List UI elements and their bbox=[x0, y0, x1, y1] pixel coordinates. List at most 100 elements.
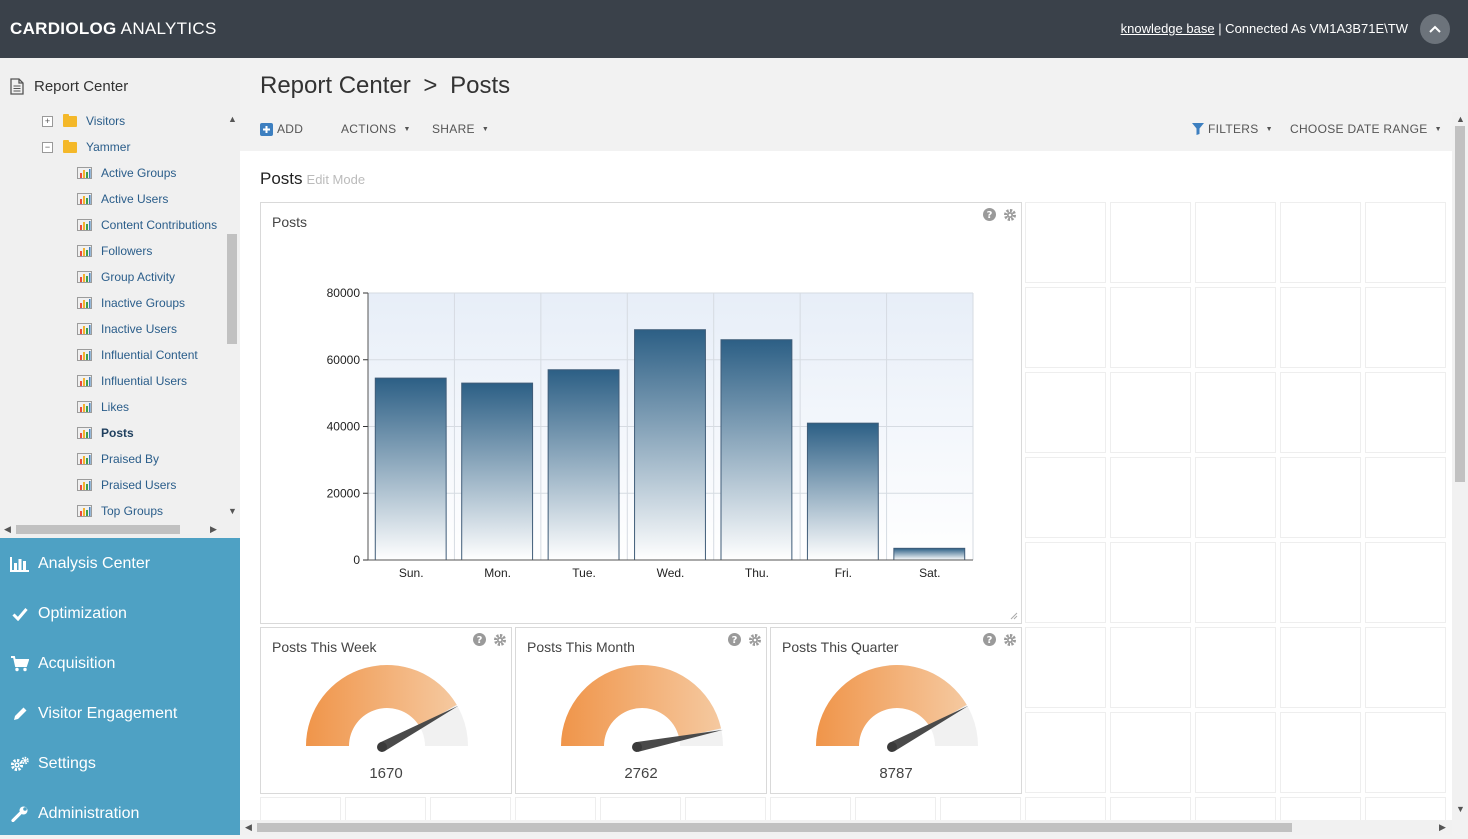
gauge-widget-title: Posts This Week bbox=[272, 639, 377, 655]
share-dropdown[interactable]: SHARE ▼ bbox=[432, 122, 489, 136]
tree-report-label: Active Users bbox=[101, 192, 169, 206]
plus-square-icon bbox=[260, 122, 273, 136]
tree-report-praised-by[interactable]: Praised By bbox=[77, 446, 159, 472]
gauge-dial bbox=[561, 665, 724, 752]
gauge-dial bbox=[306, 665, 468, 752]
edit-mode-label[interactable]: Edit Mode bbox=[306, 172, 366, 187]
scroll-left-arrow-icon[interactable]: ◀ bbox=[245, 822, 252, 832]
bar-thu[interactable] bbox=[720, 339, 793, 561]
nav-visitor-engagement[interactable]: Visitor Engagement bbox=[0, 689, 240, 739]
empty-grid-cell bbox=[600, 797, 681, 820]
tree-scroll-thumb[interactable] bbox=[227, 234, 237, 344]
nav-acquisition[interactable]: Acquisition bbox=[0, 639, 240, 689]
knowledge-base-link[interactable]: knowledge base bbox=[1120, 21, 1215, 36]
tree-report-followers[interactable]: Followers bbox=[77, 238, 152, 264]
breadcrumb-report-center[interactable]: Report Center bbox=[260, 72, 411, 99]
tree-report-likes[interactable]: Likes bbox=[77, 394, 129, 420]
nav-analysis-center[interactable]: Analysis Center bbox=[0, 539, 240, 589]
tree-report-content-contributions[interactable]: Content Contributions bbox=[77, 212, 217, 238]
nav-label: Settings bbox=[38, 755, 96, 772]
tree-report-posts[interactable]: Posts bbox=[77, 420, 134, 446]
svg-text:?: ? bbox=[477, 635, 483, 646]
nav-settings[interactable]: Settings bbox=[0, 739, 240, 789]
tree-report-label: Top Groups bbox=[101, 504, 164, 518]
bar-sat[interactable] bbox=[893, 547, 966, 561]
nav-optimization[interactable]: Optimization bbox=[0, 589, 240, 639]
expand-icon[interactable]: + bbox=[42, 115, 53, 127]
gauge-hub bbox=[377, 742, 387, 752]
tree-report-influential-content[interactable]: Influential Content bbox=[77, 342, 198, 368]
brand-name-light: ANALYTICS bbox=[116, 19, 217, 38]
scroll-down-arrow-icon[interactable]: ▼ bbox=[228, 506, 237, 516]
empty-grid-cell bbox=[515, 797, 596, 820]
tree-report-inactive-groups[interactable]: Inactive Groups bbox=[77, 290, 185, 316]
main-hscroll-thumb[interactable] bbox=[257, 823, 1292, 832]
actions-dropdown[interactable]: ACTIONS ▼ bbox=[341, 122, 411, 136]
gear-icon[interactable] bbox=[748, 633, 762, 647]
folder-icon bbox=[63, 113, 77, 127]
tree-report-top-groups[interactable]: Top Groups bbox=[77, 498, 163, 522]
report-center-heading[interactable]: Report Center bbox=[10, 78, 128, 95]
empty-grid-cell bbox=[1365, 457, 1446, 538]
empty-grid-cell bbox=[685, 797, 766, 820]
scroll-up-arrow-icon[interactable]: ▲ bbox=[1456, 114, 1465, 124]
tree-horizontal-scrollbar[interactable]: ◀ ▶ bbox=[0, 522, 225, 536]
collapse-icon[interactable]: − bbox=[42, 141, 53, 153]
y-tick-label: 20000 bbox=[327, 486, 361, 500]
tree-report-active-users[interactable]: Active Users bbox=[77, 186, 168, 212]
report-center-label: Report Center bbox=[34, 78, 129, 95]
chart-widget-title: Posts bbox=[272, 214, 308, 230]
gauge-widget-title: Posts This Quarter bbox=[782, 639, 899, 655]
tree-report-active-groups[interactable]: Active Groups bbox=[77, 160, 176, 186]
collapse-header-button[interactable] bbox=[1420, 14, 1450, 44]
tree-folder-label: Yammer bbox=[86, 140, 131, 154]
share-label: SHARE bbox=[432, 122, 475, 136]
report-chart-icon bbox=[77, 479, 92, 491]
empty-grid-cell bbox=[1280, 712, 1361, 793]
tree-folder-yammer[interactable]: − Yammer bbox=[42, 134, 130, 160]
nav-administration[interactable]: Administration bbox=[0, 789, 240, 839]
help-icon[interactable]: ? bbox=[983, 208, 996, 221]
bar-sun[interactable] bbox=[374, 377, 447, 561]
help-icon[interactable]: ? bbox=[728, 633, 741, 646]
scroll-right-arrow-icon[interactable]: ▶ bbox=[210, 524, 217, 534]
widget-controls: ? bbox=[473, 633, 507, 647]
help-icon[interactable]: ? bbox=[473, 633, 486, 646]
empty-grid-cell bbox=[430, 797, 511, 820]
main-horizontal-scrollbar[interactable]: ◀ ▶ bbox=[240, 820, 1452, 835]
empty-grid-cell bbox=[1195, 287, 1276, 368]
gauge-widget-posts-this-month: Posts This Month? 2762 bbox=[515, 627, 767, 794]
bar-tue[interactable] bbox=[547, 369, 620, 561]
bar-wed[interactable] bbox=[634, 329, 706, 561]
empty-grid-cell bbox=[1025, 627, 1106, 708]
tree-report-label: Inactive Groups bbox=[101, 296, 186, 310]
scroll-down-arrow-icon[interactable]: ▼ bbox=[1456, 804, 1465, 814]
gear-icon[interactable] bbox=[1003, 633, 1017, 647]
tree-report-praised-users[interactable]: Praised Users bbox=[77, 472, 176, 498]
add-button[interactable]: ADD bbox=[260, 122, 303, 136]
scroll-up-arrow-icon[interactable]: ▲ bbox=[228, 114, 237, 124]
date-range-dropdown[interactable]: CHOOSE DATE RANGE ▼ bbox=[1290, 122, 1442, 136]
gear-icon[interactable] bbox=[493, 633, 507, 647]
tree-report-group-activity[interactable]: Group Activity bbox=[77, 264, 175, 290]
main-vertical-scrollbar[interactable]: ▲ ▼ bbox=[1452, 112, 1468, 820]
tree-vertical-scrollbar[interactable]: ▲ ▼ bbox=[225, 108, 239, 522]
gauge-needle bbox=[889, 705, 969, 752]
gauge-widget-posts-this-week: Posts This Week? 1670 bbox=[260, 627, 512, 794]
bar-fri[interactable] bbox=[806, 422, 879, 561]
nav-label: Acquisition bbox=[38, 655, 116, 672]
scroll-left-arrow-icon[interactable]: ◀ bbox=[4, 524, 11, 534]
tree-folder-visitors[interactable]: + Visitors bbox=[42, 108, 125, 134]
gear-icon[interactable] bbox=[1003, 208, 1017, 222]
tree-report-inactive-users[interactable]: Inactive Users bbox=[77, 316, 177, 342]
filters-dropdown[interactable]: FILTERS ▼ bbox=[1192, 122, 1273, 136]
bar-mon[interactable] bbox=[461, 382, 534, 561]
report-chart-icon bbox=[77, 271, 92, 283]
gauge-hub bbox=[887, 742, 897, 752]
main-scroll-thumb[interactable] bbox=[1455, 126, 1465, 482]
scroll-right-arrow-icon[interactable]: ▶ bbox=[1439, 822, 1446, 832]
tree-report-influential-users[interactable]: Influential Users bbox=[77, 368, 187, 394]
help-icon[interactable]: ? bbox=[983, 633, 996, 646]
tree-hscroll-thumb[interactable] bbox=[16, 525, 180, 534]
resize-handle-icon[interactable] bbox=[1010, 612, 1018, 620]
